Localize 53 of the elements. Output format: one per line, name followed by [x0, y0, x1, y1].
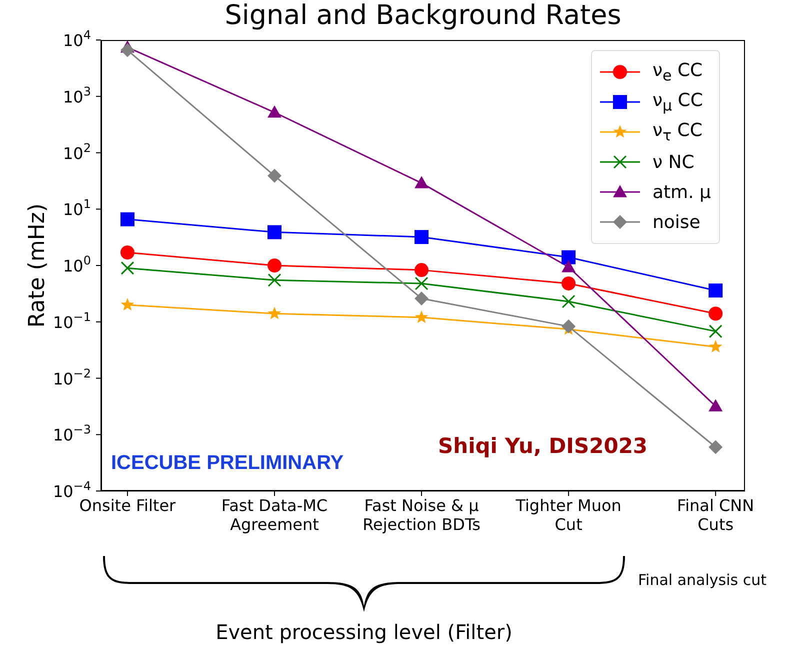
point — [268, 306, 282, 320]
point — [268, 225, 282, 240]
legend-label: noise — [652, 212, 700, 232]
x-tick-label: Fast Noise & μ Rejection BDTs — [362, 496, 480, 534]
point — [414, 276, 428, 290]
legend-label: ν$_{τ}$ CC — [652, 120, 702, 144]
x-tick-label: Fast Data-MC Agreement — [221, 496, 328, 534]
point — [414, 176, 429, 188]
y-tick-label: 10$^{3}$ — [63, 84, 91, 106]
legend-label: atm. μ — [652, 182, 711, 202]
y-tick-label: 10$^{−2}$ — [52, 366, 91, 388]
y-axis-title: Rate (mHz) — [24, 203, 50, 328]
point — [708, 399, 723, 412]
y-tick-label: 10$^{0}$ — [63, 254, 91, 276]
point — [562, 260, 576, 272]
point — [414, 230, 429, 244]
x-tick-label: Tighter Muon Cut — [514, 496, 622, 534]
y-tick-label: 10$^{4}$ — [63, 28, 91, 50]
x-tick-label: Final CNN Cuts — [677, 496, 754, 534]
point — [708, 306, 723, 321]
point — [268, 105, 282, 118]
point — [268, 273, 282, 287]
point — [708, 340, 722, 353]
x-tick-label: Onsite Filter — [79, 496, 176, 515]
annotation: ICECUBE PRELIMINARY — [111, 452, 344, 475]
point — [268, 258, 282, 272]
point — [562, 319, 576, 334]
legend-label: ν$_{μ}$ CC — [652, 90, 703, 114]
text: Final analysis cut — [638, 571, 766, 589]
point — [120, 212, 134, 226]
point — [120, 298, 134, 311]
text: Event processing level (Filter) — [214, 620, 514, 644]
point — [562, 276, 576, 290]
y-tick-label: 10$^{−3}$ — [52, 422, 91, 445]
point — [708, 284, 723, 298]
point — [120, 246, 134, 260]
y-tick-label: 10$^{1}$ — [63, 197, 91, 220]
point — [268, 168, 282, 183]
point — [120, 43, 134, 58]
point — [708, 440, 723, 454]
point — [414, 263, 429, 278]
point — [414, 291, 429, 306]
legend-label: ν$_{e}$ CC — [652, 60, 703, 84]
chart-title: Signal and Background Rates — [224, 0, 622, 31]
point — [414, 310, 428, 324]
point — [562, 250, 576, 264]
point — [562, 294, 576, 308]
point — [120, 261, 134, 275]
point — [708, 324, 722, 338]
legend-label: ν NC — [652, 152, 694, 172]
y-tick-label: 10$^{−1}$ — [52, 310, 91, 332]
annotation: Shiqi Yu, DIS2023 — [438, 434, 648, 458]
y-tick-label: 10$^{2}$ — [63, 140, 91, 163]
